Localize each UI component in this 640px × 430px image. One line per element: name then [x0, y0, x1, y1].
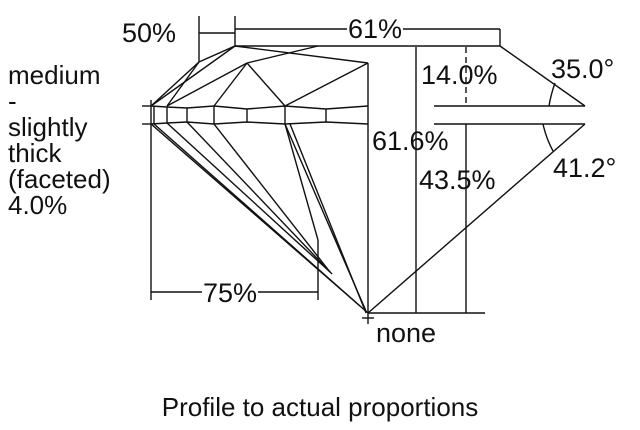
pavilion	[150, 121, 586, 324]
girdle-line: (faceted)	[8, 164, 111, 194]
lower-girdle-label: 75%	[202, 278, 259, 308]
culet-label: none	[376, 318, 437, 348]
crown-height-label: 14.0%	[421, 60, 498, 90]
crown-angle-label: 35.0°	[551, 54, 615, 84]
girdle-line: -	[8, 86, 17, 116]
caption: Profile to actual proportions	[161, 392, 479, 422]
star-length-label: 50%	[122, 18, 177, 48]
total-depth-label: 61.6%	[372, 126, 449, 156]
table-percent-label: 61%	[347, 14, 404, 44]
crown	[150, 45, 586, 313]
girdle-thickness-label: medium - slightly thick (faceted) 4.0%	[8, 62, 111, 218]
lower-girdle-dimension	[150, 130, 319, 300]
star-dimension	[198, 16, 236, 62]
depth-dimensions	[415, 47, 585, 313]
pavilion-angle-label: 41.2°	[553, 153, 617, 183]
girdle-line: slightly	[8, 112, 88, 142]
girdle-line: medium	[8, 60, 101, 90]
girdle-line: thick	[8, 138, 62, 168]
pavilion-depth-label: 43.5%	[419, 165, 496, 195]
girdle	[142, 100, 369, 130]
girdle-line: 4.0%	[8, 190, 68, 220]
